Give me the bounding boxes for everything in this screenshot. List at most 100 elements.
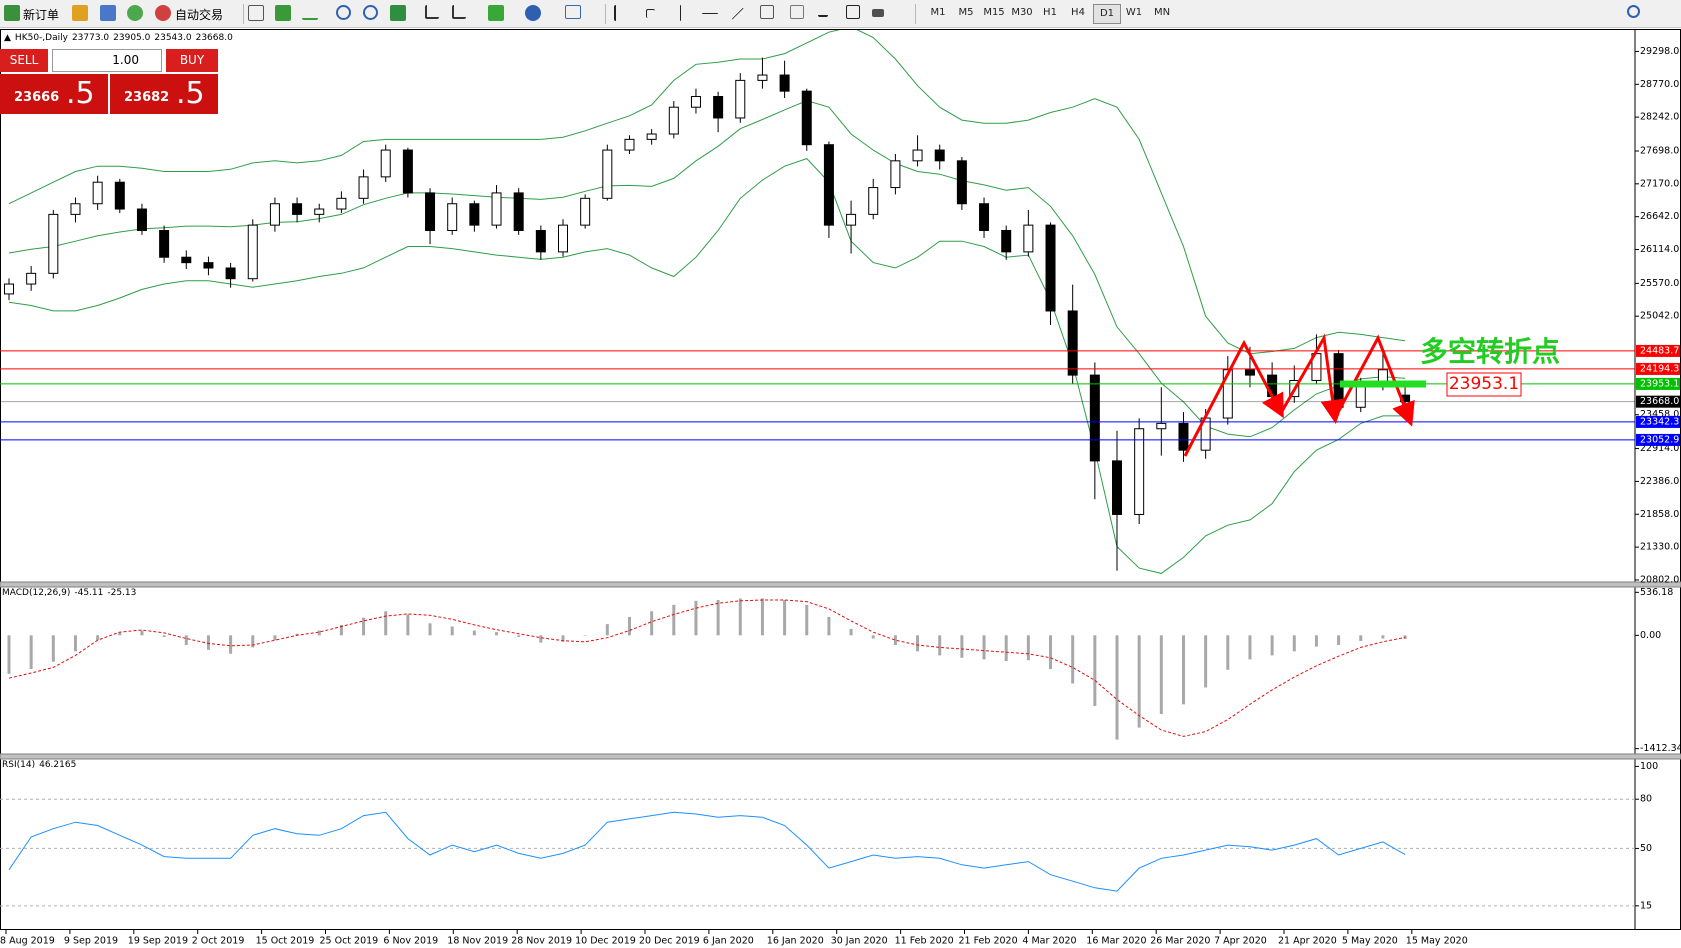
lot-size-input[interactable]: 1.00 [52,49,162,72]
bid-fraction: .5 [66,76,95,111]
auto-trading-icon[interactable] [155,5,171,21]
hline-button[interactable] [702,13,718,15]
macd-bar [495,632,499,636]
macd-bar [1226,635,1230,670]
macd-bar [362,617,366,636]
chart-frame [0,29,1681,930]
timeframe-button[interactable]: D1 [1093,4,1121,24]
macd-bar [1159,635,1163,714]
y-tick-label: 26114.0 [1640,244,1679,255]
macd-bar [317,630,321,636]
candle-body [225,267,236,280]
candle-chart-button[interactable] [275,5,291,21]
text-button[interactable] [818,5,828,17]
x-tick-label: 20 Dec 2019 [639,936,700,947]
autoscroll-button[interactable] [425,5,439,19]
annotation-text[interactable]: 多空转折点 [1420,335,1561,368]
buy-price[interactable]: 23682 .5 [110,74,218,114]
candle-body [4,283,14,295]
label-button[interactable] [846,5,860,19]
zoom-in-button[interactable] [336,5,351,20]
ask-fraction: .5 [176,76,205,111]
shift-button[interactable] [452,5,466,19]
trend-arrow[interactable] [1183,339,1284,457]
price-level-label: 23052.9 [1640,434,1679,445]
candle-body [358,176,369,199]
trendline-button[interactable] [731,7,745,21]
indicators-button[interactable] [488,5,504,21]
candle-body [956,160,967,205]
channel-button[interactable] [760,5,774,19]
y-tick-label: 100 [1640,761,1658,772]
timeframe-button[interactable]: M15 [983,7,1005,18]
timeframe-button[interactable]: M30 [1011,7,1033,18]
toolbar: 新订单 自动交易 M1 M5 M15 M30 H1 H4 D1 W1 MN [0,0,1681,28]
price-level-label: 23668.0 [1640,396,1679,407]
price-level-tag [1636,433,1680,446]
price-level-tag [1636,377,1680,390]
buy-button[interactable]: BUY [166,49,218,72]
timeframe-button[interactable]: H4 [1071,7,1085,18]
pane-splitter[interactable] [0,753,1681,760]
y-tick-label: 15 [1640,900,1652,911]
macd-bar [561,635,565,642]
macd-bar [206,635,210,650]
x-tick-label: 10 Dec 2019 [575,936,636,947]
candle-body [159,229,170,258]
zoom-out-button[interactable] [363,5,378,20]
search-button[interactable] [1627,5,1640,18]
timeframe-button[interactable]: W1 [1125,7,1143,18]
vline-button[interactable] [680,5,682,21]
pane-splitter[interactable] [0,581,1681,588]
timeframe-button[interactable]: M1 [930,7,946,18]
macd-bar [1071,635,1075,684]
sell-price[interactable]: 23666 .5 [0,74,108,114]
candle-body [1156,422,1167,430]
periods-button[interactable] [525,5,541,21]
x-tick-label: 21 Apr 2020 [1278,936,1337,947]
candle-body [757,74,768,81]
timeframe-button[interactable]: H1 [1043,7,1057,18]
macd-bar [1204,635,1208,688]
new-order-icon[interactable] [4,5,20,21]
line-chart-button[interactable] [302,5,318,20]
new-order-button[interactable]: 新订单 [23,8,60,22]
cursor-button[interactable] [614,5,624,21]
sell-button[interactable]: SELL [0,49,48,72]
templates-button[interactable] [565,5,581,19]
timeframe-button[interactable]: MN [1153,7,1171,18]
trend-arrow[interactable] [1279,333,1345,424]
price-label-box[interactable] [1446,372,1522,397]
candle-body [1355,385,1366,408]
macd-bar [672,604,676,636]
crosshair-button[interactable] [646,9,655,18]
auto-trading-button[interactable]: 自动交易 [175,8,224,22]
macd-bar [29,635,33,670]
macd-bar [583,635,587,636]
macd-bar [827,616,831,636]
annotation-price[interactable]: 23953.1 [1448,374,1520,394]
candle-body [513,192,524,231]
arrows-button[interactable] [872,9,884,17]
x-tick-label: 21 Feb 2020 [959,936,1018,947]
bar-chart-button[interactable] [248,5,264,21]
candle-body [1089,374,1100,462]
toolbar-icon[interactable] [72,5,88,21]
candle-body [1244,369,1255,376]
rsi-pane [0,798,1635,907]
candle-body [491,192,502,226]
toolbar-icon[interactable] [127,5,143,21]
candle-body [868,187,879,215]
price-level-label: 24194.3 [1640,363,1679,374]
trend-arrow[interactable] [1333,334,1415,427]
macd-bar [384,611,388,636]
macd-bar [916,635,920,652]
price-level-label: 24483.7 [1640,345,1679,356]
candle-body [114,181,125,210]
y-tick-label: 21330.0 [1640,542,1679,553]
tile-button[interactable] [390,5,406,21]
toolbar-icon[interactable] [100,5,116,21]
timeframe-button[interactable]: M5 [958,7,974,18]
main-pane [0,30,1635,574]
fibo-button[interactable] [790,5,804,19]
